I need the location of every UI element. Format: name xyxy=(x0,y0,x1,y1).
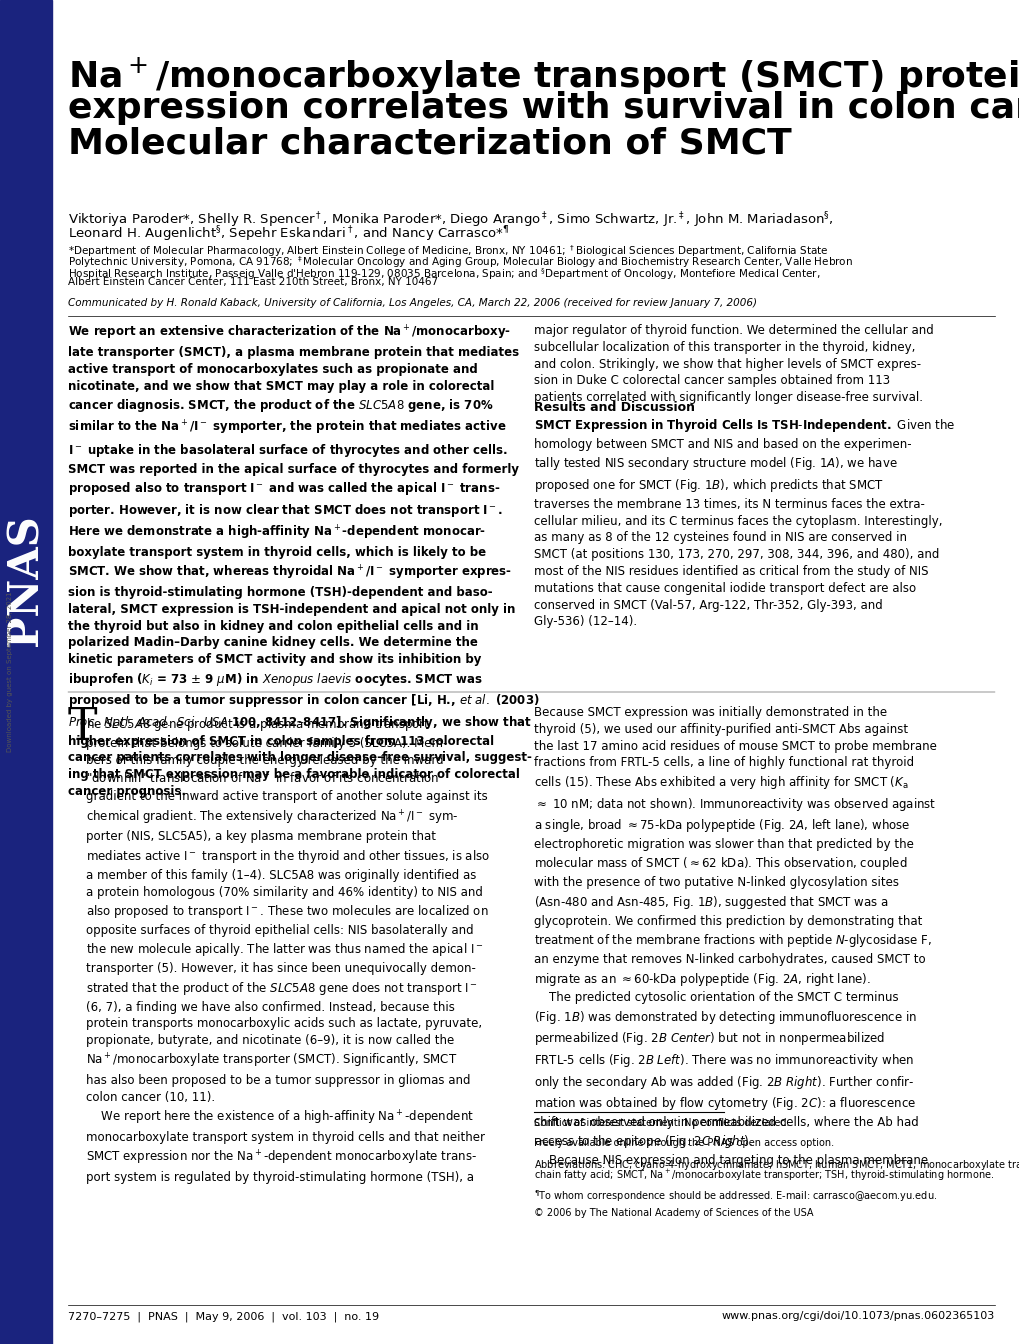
Text: Polytechnic University, Pomona, CA 91768; $^\ddagger$Molecular Oncology and Agin: Polytechnic University, Pomona, CA 91768… xyxy=(68,254,852,270)
Bar xyxy=(0,0,52,1344)
Text: $\bf{SMCT\ Expression\ in\ Thyroid\ Cells\ Is\ TSH}$-$\bf{Independent.}$ Given t: $\bf{SMCT\ Expression\ in\ Thyroid\ Cell… xyxy=(534,417,955,629)
Text: Communicated by H. Ronald Kaback, University of California, Los Angeles, CA, Mar: Communicated by H. Ronald Kaback, Univer… xyxy=(68,298,756,308)
Text: Na$^+$/monocarboxylate transport (SMCT) protein: Na$^+$/monocarboxylate transport (SMCT) … xyxy=(68,55,1019,97)
Text: major regulator of thyroid function. We determined the cellular and
subcellular : major regulator of thyroid function. We … xyxy=(534,324,932,405)
Text: PNAS: PNAS xyxy=(5,515,47,646)
Text: *Department of Molecular Pharmacology, Albert Einstein College of Medicine, Bron: *Department of Molecular Pharmacology, A… xyxy=(68,243,827,259)
Text: $^\P$To whom correspondence should be addressed. E-mail: carrasco@aecom.yu.edu.: $^\P$To whom correspondence should be ad… xyxy=(534,1188,936,1204)
Text: T: T xyxy=(68,706,98,749)
Text: Downloaded by guest on September 28, 2021: Downloaded by guest on September 28, 202… xyxy=(7,591,13,753)
Text: www.pnas.org/cgi/doi/10.1073/pnas.0602365103: www.pnas.org/cgi/doi/10.1073/pnas.060236… xyxy=(721,1310,994,1321)
Text: Because SMCT expression was initially demonstrated in the
thyroid (5), we used o: Because SMCT expression was initially de… xyxy=(534,706,936,1168)
Text: 7270–7275  |  PNAS  |  May 9, 2006  |  vol. 103  |  no. 19: 7270–7275 | PNAS | May 9, 2006 | vol. 10… xyxy=(68,1310,379,1321)
Text: Molecular characterization of SMCT: Molecular characterization of SMCT xyxy=(68,126,791,161)
Text: We report an extensive characterization of the Na$^+$/monocarboxy-
late transpor: We report an extensive characterization … xyxy=(68,324,539,798)
Text: Viktoriya Paroder*, Shelly R. Spencer$^\dagger$, Monika Paroder*, Diego Arango$^: Viktoriya Paroder*, Shelly R. Spencer$^\… xyxy=(68,210,833,230)
Text: Freely available online through the PNAS open access option.: Freely available online through the PNAS… xyxy=(534,1138,834,1148)
Text: Conflict of interest statement: No conflicts declared.: Conflict of interest statement: No confl… xyxy=(534,1118,789,1128)
Text: Results and Discussion: Results and Discussion xyxy=(534,401,694,414)
Text: chain fatty acid; SMCT, Na$^+$/monocarboxylate transporter; TSH, thyroid-stimula: chain fatty acid; SMCT, Na$^+$/monocarbo… xyxy=(534,1168,994,1183)
Text: expression correlates with survival in colon cancer:: expression correlates with survival in c… xyxy=(68,91,1019,125)
Text: Hospital Research Institute, Passeig Valle d'Hebron 119-129, 08035 Barcelona, Sp: Hospital Research Institute, Passeig Val… xyxy=(68,266,820,282)
Text: © 2006 by The National Academy of Sciences of the USA: © 2006 by The National Academy of Scienc… xyxy=(534,1208,813,1218)
Text: Abbreviations: CHC, cyano-4-hydroxycinnamate; hSMCT, human SMCT; MCT1, monocarbo: Abbreviations: CHC, cyano-4-hydroxycinna… xyxy=(534,1159,1019,1173)
Text: Albert Einstein Cancer Center, 111 East 210th Street, Bronx, NY 10467: Albert Einstein Cancer Center, 111 East … xyxy=(68,277,438,288)
Text: Leonard H. Augenlicht$^\S$, Sepehr Eskandari$^\dagger$, and Nancy Carrasco*$^\P$: Leonard H. Augenlicht$^\S$, Sepehr Eskan… xyxy=(68,224,508,243)
Text: he $\mathit{SLC5A8}$ gene product is a plasma membrane transport
protein that be: he $\mathit{SLC5A8}$ gene product is a p… xyxy=(86,716,489,1184)
